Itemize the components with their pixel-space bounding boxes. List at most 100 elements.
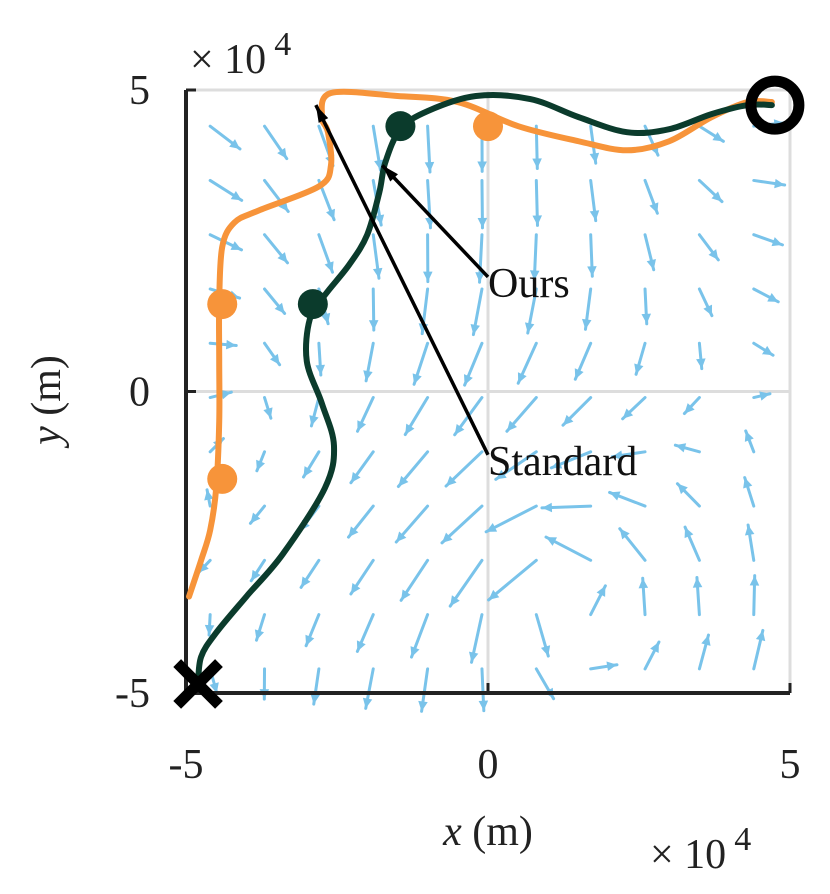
field-arrow xyxy=(752,287,780,304)
x-tick-label: 0 xyxy=(478,742,499,788)
field-arrow xyxy=(355,613,375,653)
field-arrow xyxy=(589,178,600,223)
waypoint-marker-ours xyxy=(385,111,416,142)
field-arrow xyxy=(532,178,543,227)
annotation-ours: Ours xyxy=(381,164,570,307)
field-arrow xyxy=(697,287,714,318)
field-arrow xyxy=(692,576,703,617)
field-arrow xyxy=(263,124,289,161)
field-arrow xyxy=(589,661,619,672)
field-arrow xyxy=(587,233,597,278)
field-arrow xyxy=(638,576,649,617)
x-axis-multiplier: × 10 4 xyxy=(650,821,751,878)
field-arrow xyxy=(484,504,538,534)
field-arrow xyxy=(315,341,326,377)
field-arrow xyxy=(403,396,430,437)
field-arrow xyxy=(349,558,375,596)
field-arrow xyxy=(494,450,538,481)
field-arrow xyxy=(573,341,593,381)
y-tick-label: 5 xyxy=(129,68,150,114)
start-cross-marker xyxy=(173,659,223,709)
field-arrow xyxy=(423,233,433,284)
field-arrow xyxy=(744,429,756,454)
field-arrow xyxy=(263,233,289,265)
waypoint-marker-standard xyxy=(207,463,238,494)
field-arrow xyxy=(634,341,647,376)
field-arrow xyxy=(743,476,756,508)
annotation-arrowhead xyxy=(382,165,398,182)
field-arrow xyxy=(610,450,647,460)
trajectories xyxy=(186,88,775,687)
field-arrow xyxy=(696,341,706,371)
waypoint-markers xyxy=(173,75,805,709)
field-arrow xyxy=(424,124,435,174)
field-arrow xyxy=(744,523,756,562)
annotation-label: Standard xyxy=(488,439,637,485)
annotation-label: Ours xyxy=(488,261,570,307)
field-arrow xyxy=(516,341,538,385)
field-arrow xyxy=(749,574,760,617)
field-arrow xyxy=(752,341,775,357)
field-arrow xyxy=(544,535,593,562)
field-arrow xyxy=(396,450,430,488)
field-arrow xyxy=(310,667,321,706)
field-arrow xyxy=(529,233,540,282)
axes: -5 0 5 -5 0 5 xyxy=(115,68,801,788)
series-line-ours xyxy=(195,92,775,687)
field-arrow xyxy=(440,504,484,545)
field-arrow xyxy=(470,287,484,337)
y-axis-multiplier: × 10 4 xyxy=(190,26,291,83)
field-arrow xyxy=(444,450,484,488)
y-tick-label: 0 xyxy=(129,370,150,416)
field-arrow xyxy=(683,525,701,562)
field-arrow xyxy=(643,178,659,215)
field-arrow xyxy=(263,396,273,420)
field-arrow xyxy=(621,396,647,421)
field-arrow xyxy=(505,396,538,433)
field-arrow xyxy=(301,450,321,479)
annotations: Ours Standard xyxy=(314,104,637,485)
field-arrow xyxy=(682,396,701,416)
axis-labels: x (m) y (m) × 10 4 × 10 4 xyxy=(24,26,751,878)
field-arrow xyxy=(752,391,772,401)
x-tick-label: -5 xyxy=(169,742,204,788)
field-arrow xyxy=(675,482,701,508)
goal-circle-marker xyxy=(745,75,805,135)
field-arrow xyxy=(643,233,656,272)
x-tick-label: 5 xyxy=(780,742,801,788)
field-arrow xyxy=(468,613,484,664)
field-arrow xyxy=(561,396,593,427)
y-axis-label: y (m) xyxy=(24,355,70,449)
field-arrow xyxy=(475,233,485,284)
field-arrow xyxy=(410,613,430,659)
field-arrow xyxy=(346,504,375,539)
waypoint-marker-ours xyxy=(297,289,328,320)
field-arrow xyxy=(418,667,430,713)
field-arrow xyxy=(204,613,215,637)
field-arrow xyxy=(549,450,593,470)
field-arrow xyxy=(362,667,375,710)
field-arrow xyxy=(697,233,720,262)
waypoint-marker-standard xyxy=(207,289,238,320)
field-arrow xyxy=(618,527,647,562)
field-arrow xyxy=(697,633,711,671)
field-arrow xyxy=(589,584,607,617)
field-arrow xyxy=(299,558,321,589)
field-arrow xyxy=(463,341,484,387)
field-arrow xyxy=(752,178,787,189)
field-arrow xyxy=(363,341,375,383)
field-arrow xyxy=(581,287,593,331)
field-arrow xyxy=(487,558,538,602)
field-arrow xyxy=(208,178,244,202)
field-arrow xyxy=(204,488,214,508)
field-arrow xyxy=(477,178,488,230)
field-arrow xyxy=(752,233,784,247)
field-arrow xyxy=(309,396,321,428)
field-arrow xyxy=(249,558,267,583)
annotation-arrowhead xyxy=(315,105,329,123)
field-arrow xyxy=(448,558,484,608)
field-arrow xyxy=(304,613,321,648)
field-arrow xyxy=(371,233,383,280)
field-arrow xyxy=(349,450,375,485)
